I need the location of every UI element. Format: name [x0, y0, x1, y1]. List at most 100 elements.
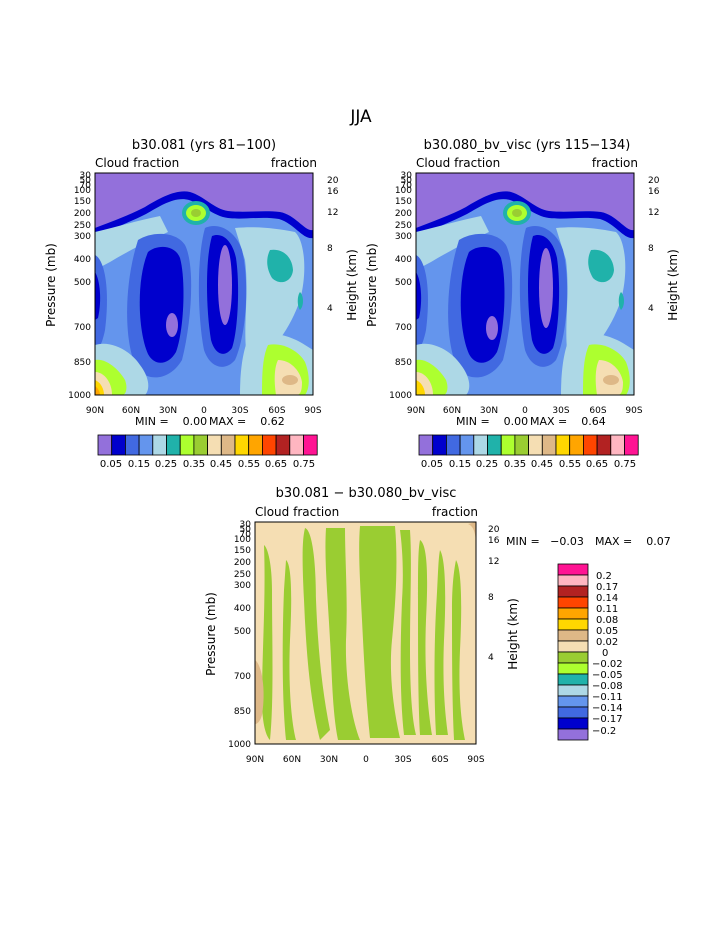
panel-c-htick: 8 — [488, 593, 494, 603]
panel-c-cb-label: 0.08 — [596, 615, 618, 626]
panel-c-ptick: 50 — [240, 525, 252, 535]
panel-b-colorbar-swatch — [528, 434, 543, 456]
panel-a-colorbar-swatch — [179, 434, 195, 456]
panel-a-xtick: 60N — [122, 406, 140, 416]
panel-a-colorbar-swatch — [138, 434, 154, 456]
panel-b-lat-ticks: 90N 60N 30N 0 30S 60S 90S — [407, 406, 643, 416]
panel-b-cb-label: 0.15 — [449, 459, 471, 470]
panel-c-ylabel-right: Height (km) — [506, 598, 520, 669]
panel-a-xtick: 90N — [86, 406, 104, 416]
panel-b-colorbar-swatch — [569, 434, 584, 456]
panel-c-xtick: 0 — [363, 755, 369, 765]
panel-c-lat-ticks: 90N 60N 30N 0 30S 60S 90S — [246, 755, 485, 765]
panel-a-htick: 4 — [327, 304, 333, 314]
panel-a-ptick: 700 — [74, 323, 91, 333]
panel-b-htick: 4 — [648, 304, 654, 314]
panel-b-ptick: 700 — [395, 323, 412, 333]
panel-a-xtick: 60S — [268, 406, 285, 416]
panel-c-colorbar-swatch — [557, 596, 589, 609]
panel-c-cb-label: 0.14 — [596, 593, 618, 604]
panel-b-ptick: 150 — [395, 197, 412, 207]
panel-c-xtick: 60S — [431, 755, 448, 765]
panel-c-title: b30.081 − b30.080_bv_visc — [276, 486, 457, 501]
panel-b-ylabel: Pressure (mb) — [365, 243, 379, 327]
panel-b-ptick: 250 — [395, 221, 412, 231]
panel-b-frame — [415, 172, 635, 396]
panel-b-ptick: 100 — [395, 186, 412, 196]
panel-c-colorbar-swatch — [557, 717, 589, 730]
panel-b-xtick: 30N — [480, 406, 498, 416]
panel-a-htick: 8 — [327, 244, 333, 254]
panel-b-ylabel-right: Height (km) — [666, 249, 680, 320]
panel-b-left-label: Cloud fraction — [416, 156, 500, 170]
panel-b-cb-label: 0.65 — [586, 459, 608, 470]
panel-b-colorbar-swatch — [445, 434, 461, 456]
panel-b-cb-label: 0.25 — [476, 459, 498, 470]
panel-a-lat-ticks: 90N 60N 30N 0 30S 60S 90S — [86, 406, 322, 416]
panel-a-colorbar-swatch — [289, 434, 304, 456]
panel-c-xtick: 30S — [394, 755, 411, 765]
panel-c-left-label: Cloud fraction — [255, 505, 339, 519]
panel-c-xtick: 30N — [320, 755, 338, 765]
panel-b-cb-label: 0.55 — [559, 459, 581, 470]
panel-a-pressure-ticks: 30 50 70 100 150 200 250 300 400 500 700… — [68, 171, 91, 401]
panel-b-ptick: 850 — [395, 358, 412, 368]
panel-c-ylabel: Pressure (mb) — [204, 592, 218, 676]
panel-a-title: b30.081 (yrs 81−100) — [132, 138, 276, 153]
panel-b-max: MAX = 0.64 — [530, 415, 606, 428]
panel-a-xtick: 30S — [231, 406, 248, 416]
panel-b-cb-label: 0.05 — [421, 459, 443, 470]
panel-b-colorbar-swatch — [583, 434, 598, 456]
panel-b-ptick: 400 — [395, 255, 412, 265]
panel-b-colorbar-swatch — [555, 434, 571, 456]
panel-a-ptick: 50 — [80, 176, 92, 186]
panel-c-cb-label: −0.14 — [592, 703, 623, 714]
panel-a-ylabel-right: Height (km) — [345, 249, 359, 320]
panel-a-ptick: 30 — [80, 171, 92, 181]
panel-c-min: MIN = −0.03 — [506, 535, 584, 548]
panel-a-colorbar-swatch — [166, 434, 181, 456]
panel-c-ptick: 1000 — [228, 740, 251, 750]
panel-a-colorbar-swatch — [152, 434, 167, 456]
panel-c-cb-label: −0.2 — [592, 726, 616, 737]
panel-b-htick: 20 — [648, 176, 660, 186]
panel-c-cb-label: −0.02 — [592, 659, 623, 670]
panel-b-cb-label: 0.75 — [614, 459, 636, 470]
panel-b-htick: 12 — [648, 208, 659, 218]
panel-a-min: MIN = 0.00 — [135, 415, 207, 428]
panel-b-htick: 16 — [648, 187, 660, 197]
panel-a-colorbar-swatch — [111, 434, 126, 456]
panel-c-cb-label: 0.05 — [596, 626, 618, 637]
panel-a-colorbar-swatch — [220, 434, 236, 456]
panel-c-cb-label: −0.05 — [592, 670, 623, 681]
panel-a-colorbar-swatch — [303, 434, 318, 456]
panel-a-left-label: Cloud fraction — [95, 156, 179, 170]
panel-c-htick: 12 — [488, 557, 499, 567]
panel-b-colorbar-swatch — [500, 434, 516, 456]
panel-c-htick: 4 — [488, 653, 494, 663]
panel-a-ptick: 400 — [74, 255, 91, 265]
panel-a-colorbar-swatch — [248, 434, 263, 456]
panel-a-xtick: 90S — [304, 406, 321, 416]
panel-a-htick: 12 — [327, 208, 338, 218]
panel-b-ptick: 200 — [395, 209, 412, 219]
panel-c-max: MAX = 0.07 — [595, 535, 671, 548]
panel-a-ylabel: Pressure (mb) — [44, 243, 58, 327]
panel-a-max: MAX = 0.62 — [209, 415, 285, 428]
panel-b-cb-label: 0.35 — [504, 459, 526, 470]
panel-c-colorbar-swatch — [557, 662, 589, 675]
panel-a-colorbar-swatch — [193, 434, 208, 456]
panel-c-ptick: 100 — [234, 535, 251, 545]
panel-b-xtick: 90N — [407, 406, 425, 416]
panel-b-colorbar-labels: 0.05 0.15 0.25 0.35 0.45 0.55 0.65 0.75 — [421, 459, 636, 470]
panel-c-htick: 20 — [488, 525, 500, 535]
panel-a-ptick: 150 — [74, 197, 91, 207]
panel-a-colorbar-labels: 0.05 0.15 0.25 0.35 0.45 0.55 0.65 0.75 — [100, 459, 315, 470]
panel-b-height-ticks: 20 16 12 8 4 — [648, 176, 660, 314]
panel-b-ptick: 30 — [401, 171, 413, 181]
panel-b-colorbar-swatch — [624, 434, 639, 456]
panel-c-ptick: 500 — [234, 627, 251, 637]
panel-c-cb-label: 0.2 — [596, 571, 612, 582]
panel-a-htick: 16 — [327, 187, 339, 197]
panel-b-colorbar — [418, 434, 639, 456]
